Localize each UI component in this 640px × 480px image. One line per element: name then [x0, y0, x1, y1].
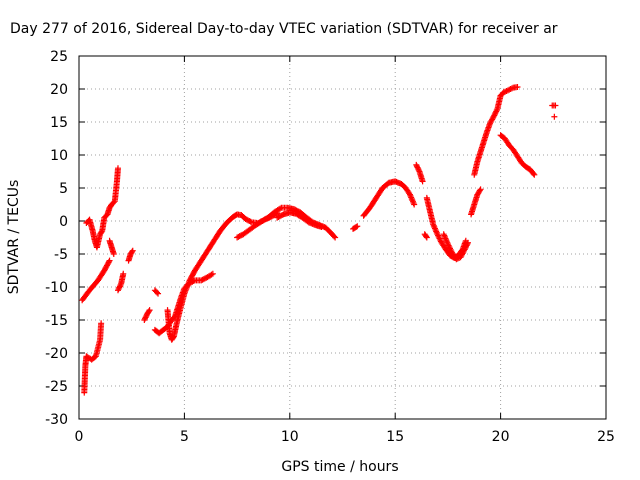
y-tick-label: -30	[45, 412, 68, 428]
data-point	[493, 107, 500, 114]
data-point	[155, 290, 162, 297]
data-point	[120, 270, 127, 277]
x-axis-label: GPS time / hours	[281, 459, 398, 475]
data-point	[423, 233, 430, 240]
data-point	[145, 308, 152, 315]
y-tick-label: -25	[45, 379, 68, 395]
plot-frame	[78, 55, 607, 420]
data-point	[551, 113, 558, 120]
data-point	[98, 320, 105, 327]
y-tick-label: 15	[50, 115, 68, 131]
y-tick-label: -5	[54, 247, 68, 263]
data-point	[491, 111, 498, 118]
data-points	[79, 84, 559, 396]
data-point	[462, 245, 469, 252]
data-point	[491, 112, 498, 119]
y-tick-label: 5	[59, 181, 68, 197]
data-point	[110, 199, 117, 206]
y-tick-label: 20	[50, 82, 68, 98]
x-tick-label: 15	[386, 429, 404, 445]
y-tick-label: -15	[45, 313, 68, 329]
data-point	[507, 86, 514, 92]
data-point	[114, 165, 121, 172]
data-point	[129, 247, 136, 254]
data-point	[464, 239, 471, 246]
data-point	[116, 284, 123, 291]
data-point	[142, 314, 149, 321]
data-point	[414, 164, 421, 171]
axis-ticks: 0 5 10 15 20 25 -30 -25 -20 -15 -10 -5 0 5 10 15 20 25	[45, 49, 615, 445]
data-point	[209, 270, 216, 277]
data-point	[493, 108, 500, 115]
data-point	[146, 307, 153, 314]
data-point	[141, 315, 148, 322]
data-point	[114, 287, 121, 294]
y-tick-label: -20	[45, 346, 68, 362]
data-point	[153, 289, 160, 296]
data-point	[411, 201, 418, 208]
data-point	[331, 233, 338, 240]
data-point	[318, 223, 325, 230]
data-point	[277, 205, 284, 212]
data-point	[419, 178, 426, 185]
data-point	[115, 285, 122, 292]
grid-lines	[79, 56, 606, 419]
x-tick-label: 25	[597, 429, 615, 445]
data-point	[105, 258, 112, 265]
data-point	[508, 85, 515, 92]
x-tick-label: 0	[75, 429, 84, 445]
data-point	[353, 223, 360, 230]
data-point	[461, 246, 468, 253]
y-tick-label: 0	[59, 214, 68, 230]
data-point	[463, 242, 470, 249]
data-point	[531, 171, 538, 178]
data-point	[476, 187, 483, 194]
data-point	[190, 278, 197, 285]
data-point	[423, 234, 430, 241]
data-point	[552, 102, 559, 109]
data-point	[530, 170, 537, 177]
data-point	[247, 218, 254, 225]
data-point	[504, 87, 511, 94]
data-point	[463, 243, 470, 250]
y-tick-label: 10	[50, 148, 68, 164]
data-point	[117, 282, 124, 289]
data-point	[106, 257, 113, 264]
data-point	[492, 109, 499, 116]
chart-title: Day 277 of 2016, Sidereal Day-to-day VTE…	[10, 21, 558, 37]
y-tick-label: 25	[50, 49, 68, 65]
data-point	[141, 317, 148, 323]
data-point	[332, 234, 339, 241]
data-point	[354, 223, 361, 230]
data-point	[143, 313, 150, 320]
data-point	[506, 86, 513, 93]
data-point	[415, 167, 422, 174]
y-tick-label: -10	[45, 280, 68, 296]
data-point	[461, 247, 468, 254]
y-axis-label: SDTVAR / TECUs	[6, 180, 22, 295]
data-point	[208, 271, 215, 278]
data-point	[110, 251, 117, 257]
data-point	[413, 161, 420, 168]
data-point	[464, 241, 471, 248]
data-point	[415, 165, 422, 172]
data-point	[413, 163, 420, 170]
data-point	[129, 248, 136, 255]
x-tick-label: 20	[492, 429, 510, 445]
data-point	[490, 113, 497, 120]
data-point	[514, 84, 521, 91]
data-point	[477, 186, 484, 193]
data-point	[116, 283, 123, 290]
x-tick-label: 10	[281, 429, 299, 445]
x-tick-label: 5	[180, 429, 189, 445]
